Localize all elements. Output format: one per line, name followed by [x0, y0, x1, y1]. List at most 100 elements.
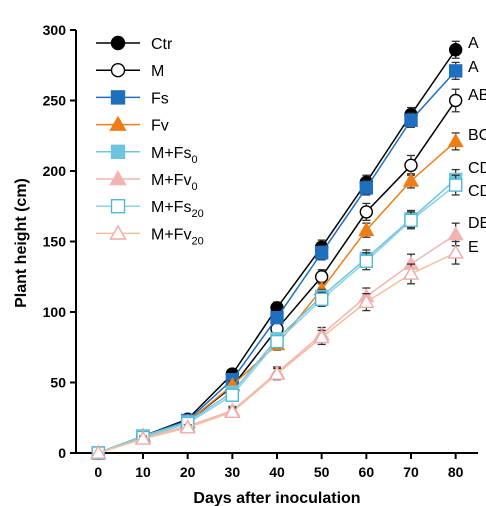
data-point: [314, 246, 329, 260]
legend-entry: Fs: [96, 90, 169, 107]
data-point: [268, 365, 286, 380]
legend-entry: M+Fs0: [96, 144, 198, 166]
legend-label-subscript: 0: [191, 154, 197, 166]
x-tick-label: 50: [314, 464, 330, 480]
data-point: [225, 388, 240, 402]
series-3: [91, 61, 463, 460]
legend-entry: Ctr: [96, 35, 173, 53]
data-point: [313, 329, 330, 344]
significance-letter: E: [468, 239, 479, 256]
data-point: [314, 292, 329, 307]
legend-marker: [109, 115, 127, 131]
legend-marker: [110, 62, 126, 78]
y-axis-title: Plant height (cm): [13, 178, 30, 308]
x-tick-label: 20: [180, 464, 196, 480]
data-point: [402, 172, 420, 187]
legend-marker: [110, 198, 126, 214]
legend-label-subscript: 0: [191, 181, 197, 193]
series-8: [90, 240, 464, 459]
significance-letter: CD: [468, 183, 486, 200]
data-point: [359, 181, 374, 195]
data-point: [270, 334, 284, 349]
data-point: [359, 205, 374, 219]
data-point: [404, 213, 418, 228]
significance-letter: CD: [468, 160, 486, 177]
x-tick-label: 70: [403, 464, 419, 480]
legend-label-main: M+Fv: [151, 172, 191, 189]
legend-marker: [110, 144, 126, 160]
legend-label: M+Fv0: [151, 172, 198, 193]
significance-letter: A: [468, 59, 479, 76]
legend-label-main: M+Fs: [151, 199, 191, 216]
series-line: [98, 49, 457, 454]
legend-label: M+Fv20: [151, 226, 204, 247]
y-tick-label: 150: [43, 234, 67, 250]
x-tick-label: 40: [269, 464, 285, 480]
legend-entry: M+Fv0: [96, 170, 198, 193]
legend-entry: Fv: [96, 115, 169, 135]
series-1: [91, 40, 463, 460]
y-tick-label: 200: [43, 163, 67, 179]
legend-label-main: Fv: [151, 118, 169, 135]
significance-letter: BC: [468, 127, 486, 144]
data-point: [448, 93, 463, 108]
y-tick-label: 100: [43, 304, 67, 320]
data-point: [404, 158, 418, 173]
series-4: [90, 132, 464, 459]
y-tick-label: 250: [43, 93, 67, 109]
data-point: [358, 293, 375, 309]
series-line: [98, 252, 456, 454]
y-tick-label: 0: [58, 445, 66, 461]
significance-letter: DE: [468, 215, 486, 232]
legend-marker: [109, 224, 127, 240]
legend-marker: [110, 35, 126, 51]
data-point: [314, 270, 329, 284]
data-point: [179, 419, 196, 434]
legend-label-subscript: 20: [191, 208, 203, 220]
legend-marker: [109, 170, 127, 186]
y-tick-label: 50: [50, 375, 66, 391]
x-tick-label: 80: [448, 464, 464, 480]
legend-entry: M+Fv20: [96, 224, 204, 247]
legend-label-main: M+Fs: [151, 145, 191, 162]
legend-label-main: Ctr: [151, 36, 173, 53]
legend-marker: [110, 90, 126, 105]
x-tick-label: 0: [94, 464, 102, 480]
significance-letter: A: [468, 35, 479, 52]
data-point: [448, 64, 463, 78]
legend-label-main: M: [151, 63, 164, 80]
legend-label-subscript: 20: [191, 235, 203, 247]
legend-label: Ctr: [151, 36, 173, 53]
x-axis-title: Days after inoculation: [193, 490, 360, 506]
data-point: [448, 43, 463, 57]
data-point: [90, 444, 107, 459]
data-point: [134, 430, 152, 445]
significance-letter: AB: [468, 87, 486, 104]
legend-label: M+Fs20: [151, 199, 204, 220]
data-point: [448, 178, 463, 192]
data-point: [404, 113, 418, 127]
legend-label-main: M+Fv: [151, 226, 191, 243]
legend-label: Fs: [151, 90, 169, 107]
x-tick-label: 30: [225, 464, 241, 480]
data-point: [359, 254, 374, 268]
data-point: [447, 133, 464, 148]
legend-label: M: [151, 63, 164, 80]
legend-entry: M+Fs20: [96, 198, 204, 220]
data-point: [224, 403, 241, 418]
legend-label: M+Fs0: [151, 145, 198, 166]
data-point: [402, 265, 420, 280]
data-point: [358, 221, 375, 237]
series-layer: [90, 40, 464, 460]
significance-letters: AA AB BC CD CD DE E: [468, 35, 486, 256]
x-tick-label: 10: [135, 464, 151, 480]
data-point: [270, 310, 284, 325]
x-tick-label: 60: [359, 464, 375, 480]
data-point: [447, 244, 464, 259]
data-point: [447, 226, 464, 241]
legend-entry: M: [96, 62, 164, 80]
legend-label-main: Fs: [151, 90, 169, 107]
